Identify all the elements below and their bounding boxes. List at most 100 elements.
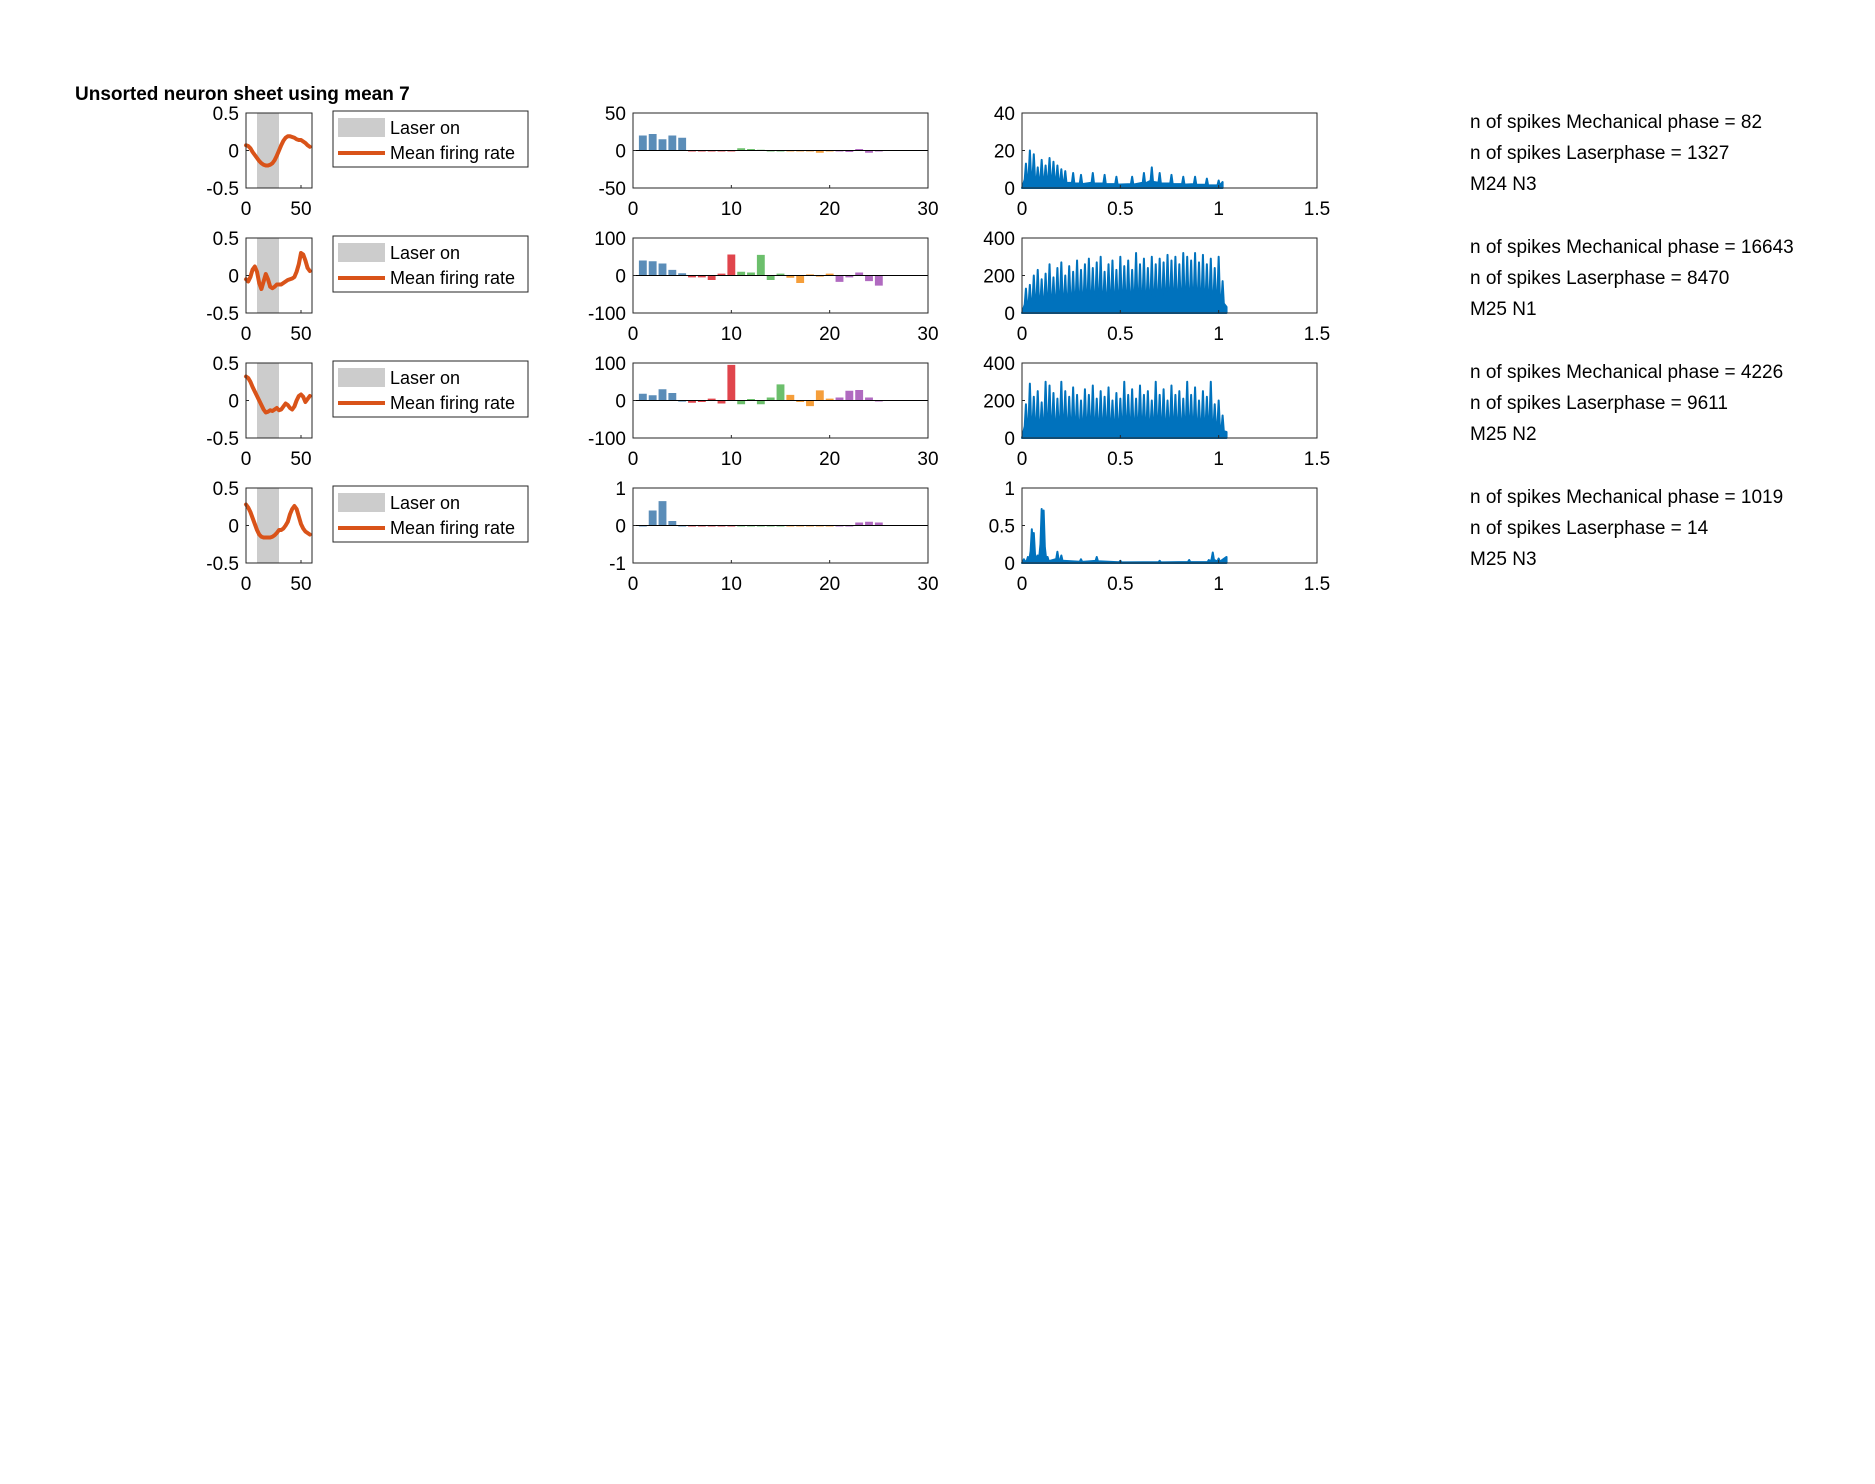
bar [796,400,805,402]
bar-xtick-label: 0 [628,449,639,470]
bar-xtick-label: 10 [721,324,742,345]
histogram-xtick-label: 1 [1213,199,1224,220]
bar [855,522,864,526]
bar [737,148,746,151]
neuron-id: M25 N1 [1470,299,1537,320]
bar [806,400,814,407]
histogram-ytick-label: 400 [983,354,1015,375]
bar [697,400,706,402]
histogram-ytick-label: 40 [994,104,1015,125]
bar [668,393,677,401]
waveform-ytick-label: 0.5 [213,479,239,500]
histogram-ytick-label: 0.5 [989,517,1015,538]
bar [825,398,834,401]
bar [845,275,854,278]
bar [638,260,647,276]
bar [747,272,755,276]
laser-spike-count: n of spikes Laserphase = 9611 [1470,393,1728,414]
bar [688,275,696,278]
figure-title: Unsorted neuron sheet using mean 7 [75,84,410,105]
waveform-ytick-label: 0.5 [213,354,239,375]
bar-ytick-label: -1 [609,554,626,575]
neuron-info-block: n of spikes Mechanical phase = 16643 n of… [1470,232,1794,325]
bar [727,364,736,401]
bar-xtick-label: 20 [819,449,840,470]
mechanical-spike-count: n of spikes Mechanical phase = 4226 [1470,362,1784,383]
mean-firing-rate-line [244,251,312,291]
bar [658,389,667,401]
waveform-xtick-label: 50 [290,574,311,595]
bar [845,390,854,401]
bar [865,521,873,526]
bar [638,135,647,151]
bar [658,501,667,526]
bar [865,150,873,153]
waveform-xtick-label: 50 [290,324,311,345]
histogram-xtick-label: 0.5 [1107,449,1133,470]
histogram-xtick-label: 1 [1213,449,1224,470]
histogram-xtick-label: 0 [1017,199,1028,220]
histogram-ytick-label: 200 [983,267,1015,288]
bar-ytick-label: -50 [599,179,626,200]
legend-laser-swatch [338,243,385,262]
bar [688,400,696,403]
bar [668,269,677,276]
bar [648,395,657,401]
laser-spike-count: n of spikes Laserphase = 1327 [1470,143,1730,164]
bar-ytick-label: 0 [615,517,626,538]
neuron-id: M25 N3 [1470,549,1537,570]
bar-xtick-label: 30 [917,199,938,220]
bar [796,275,805,283]
bar-xtick-label: 10 [721,574,742,595]
neuron-info-block: n of spikes Mechanical phase = 82 n of sp… [1470,107,1762,200]
mechanical-spike-count: n of spikes Mechanical phase = 82 [1470,112,1763,133]
bar-ytick-label: -100 [588,304,626,325]
bar [786,275,795,278]
bar [835,397,844,401]
histogram-ytick-label: 20 [994,142,1015,163]
bar [678,273,687,276]
legend-laser-swatch [338,118,385,137]
laser-spike-count: n of spikes Laserphase = 8470 [1470,268,1730,289]
bar [815,390,824,401]
bar [658,139,667,151]
bar [855,390,864,401]
bar-xtick-label: 30 [917,324,938,345]
histogram-xtick-label: 0 [1017,449,1028,470]
waveform-ytick-label: 0 [228,517,239,538]
laser-on-patch [257,363,279,438]
mean-firing-rate-line [244,502,312,540]
bar [648,134,657,151]
legend-laser-swatch [338,368,385,387]
waveform-ytick-label: 0 [228,142,239,163]
bar-ytick-label: 0 [615,267,626,288]
bar [737,271,746,276]
bar-ytick-label: 0 [615,392,626,413]
waveform-ytick-label: 0.5 [213,104,239,125]
histogram-ytick-label: 0 [1004,304,1015,325]
bar [707,275,716,280]
legend-laser-label: Laser on [390,368,460,388]
bar [815,275,824,277]
histogram-axes [1021,487,1318,564]
bar [776,384,785,401]
bar [707,398,716,401]
histogram-xtick-label: 1.5 [1304,574,1330,595]
bar [806,274,814,276]
histogram-ytick-label: 0 [1004,179,1015,200]
bar [865,397,873,401]
bar-ytick-label: 100 [594,229,626,250]
bar-ytick-label: 100 [594,354,626,375]
bar [648,261,657,276]
legend-rate-label: Mean firing rate [390,518,515,538]
bar-xtick-label: 20 [819,324,840,345]
bar [776,273,785,276]
legend-rate-label: Mean firing rate [390,393,515,413]
bar-ytick-label: 1 [615,479,626,500]
mean-firing-rate-line [244,134,312,168]
histogram-xtick-label: 0.5 [1107,324,1133,345]
legend-laser-label: Laser on [390,493,460,513]
waveform-ytick-label: 0 [228,392,239,413]
histogram-xtick-label: 0.5 [1107,199,1133,220]
waveform-xtick-label: 50 [290,199,311,220]
